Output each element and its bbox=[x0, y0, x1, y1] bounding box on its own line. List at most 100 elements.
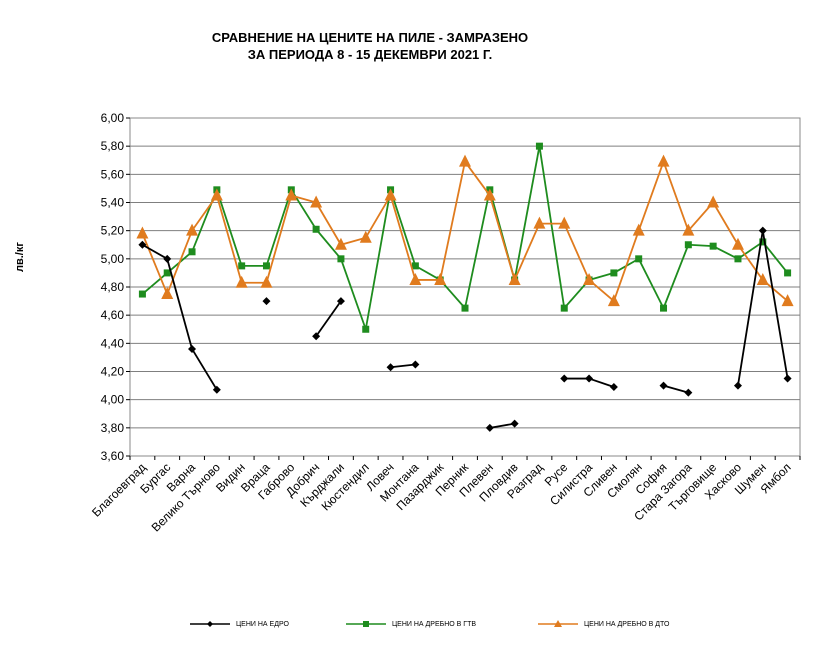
series-line-2 bbox=[637, 161, 665, 231]
series-line-2 bbox=[712, 202, 739, 246]
series-line-2 bbox=[166, 230, 193, 295]
series-line-0 bbox=[588, 377, 615, 388]
series-line-0 bbox=[166, 258, 193, 350]
point-gtv bbox=[684, 241, 692, 249]
point-dto bbox=[136, 226, 149, 239]
point-dto bbox=[781, 294, 794, 307]
point-wholesale bbox=[212, 385, 221, 394]
point-dto bbox=[235, 275, 248, 288]
y-tick-label: 4,60 bbox=[101, 308, 125, 322]
point-wholesale bbox=[659, 381, 668, 390]
point-gtv bbox=[238, 262, 246, 270]
point-gtv bbox=[362, 325, 370, 333]
point-dto bbox=[657, 154, 670, 167]
series-line-1 bbox=[662, 244, 690, 309]
point-gtv bbox=[734, 255, 742, 263]
point-gtv bbox=[560, 304, 568, 312]
point-dto bbox=[558, 216, 571, 229]
point-wholesale bbox=[684, 388, 693, 397]
point-wholesale bbox=[386, 363, 395, 372]
point-dto bbox=[161, 287, 174, 300]
series-line-1 bbox=[364, 189, 392, 330]
point-gtv bbox=[411, 262, 419, 270]
point-gtv bbox=[709, 242, 717, 250]
point-dto bbox=[682, 223, 695, 236]
series-line-1 bbox=[464, 189, 491, 309]
series-line-1 bbox=[688, 243, 714, 248]
legend-item-wholesale: ЦЕНИ НА ЕДРО bbox=[190, 620, 289, 628]
legend-item-dto: ЦЕНИ НА ДРЕБНО В ДТО bbox=[538, 620, 669, 628]
point-gtv bbox=[610, 269, 618, 277]
point-dto bbox=[409, 272, 422, 285]
series-line-2 bbox=[141, 233, 169, 295]
series-line-2 bbox=[662, 161, 690, 231]
point-wholesale bbox=[510, 419, 519, 428]
point-dto bbox=[384, 188, 397, 201]
point-wholesale bbox=[485, 423, 494, 432]
series-line-0 bbox=[390, 363, 416, 369]
series-line-1 bbox=[538, 146, 566, 309]
point-gtv bbox=[635, 255, 643, 263]
point-dto bbox=[359, 230, 372, 243]
point-dto bbox=[533, 216, 546, 229]
series-line-1 bbox=[414, 265, 441, 281]
series-line-2 bbox=[340, 236, 366, 246]
y-tick-label: 5,80 bbox=[101, 139, 125, 153]
legend-gtv-label: ЦЕНИ НА ДРЕБНО В ГТВ bbox=[392, 620, 477, 628]
series-line-2 bbox=[315, 202, 342, 246]
series-line-1 bbox=[513, 146, 541, 281]
legend-dto-label: ЦЕНИ НА ДРЕБНО В ДТО bbox=[584, 620, 670, 628]
point-gtv bbox=[660, 304, 668, 312]
point-gtv bbox=[312, 225, 320, 233]
point-wholesale bbox=[188, 344, 197, 353]
point-wholesale bbox=[336, 297, 345, 306]
legend-wholesale-marker bbox=[190, 621, 230, 627]
legend-gtv-marker bbox=[346, 621, 386, 627]
series-line-2 bbox=[613, 230, 640, 302]
series-line-2 bbox=[215, 195, 243, 284]
series-line-2 bbox=[563, 223, 590, 281]
point-dto bbox=[260, 275, 273, 288]
point-dto bbox=[632, 223, 645, 236]
point-gtv bbox=[759, 238, 767, 246]
chart-title-line1: СРАВНЕНИЕ НА ЦЕНИТЕ НА ПИЛЕ - ЗАМРАЗЕНО bbox=[211, 30, 529, 45]
chart-title-line2: ЗА ПЕРИОДА 8 - 15 ДЕКЕМВРИ 2021 Г. bbox=[247, 47, 493, 62]
point-dto bbox=[459, 154, 471, 167]
point-gtv bbox=[337, 255, 345, 263]
point-wholesale bbox=[609, 382, 618, 391]
series-line-1 bbox=[737, 241, 764, 260]
y-tick-label: 4,00 bbox=[101, 393, 125, 407]
point-dto bbox=[731, 237, 744, 250]
point-gtv bbox=[535, 142, 543, 150]
series-line-2 bbox=[191, 194, 218, 232]
point-gtv bbox=[163, 269, 171, 277]
point-dto bbox=[210, 188, 223, 201]
series-line-1 bbox=[315, 228, 342, 260]
series-line-0 bbox=[737, 230, 764, 386]
series-line-1 bbox=[215, 189, 243, 267]
point-gtv bbox=[784, 269, 792, 277]
series-line-1 bbox=[265, 189, 293, 267]
series-line-0 bbox=[141, 243, 168, 260]
series-line-1 bbox=[141, 272, 168, 295]
point-dto bbox=[334, 237, 347, 250]
series-line-2 bbox=[291, 194, 317, 204]
series-line-1 bbox=[712, 245, 739, 260]
point-dto bbox=[756, 272, 769, 285]
y-tick-label: 4,20 bbox=[101, 365, 125, 379]
point-wholesale bbox=[262, 297, 271, 306]
y-tick-label: 3,80 bbox=[101, 421, 125, 435]
point-wholesale bbox=[758, 226, 767, 235]
y-tick-label: 4,80 bbox=[101, 280, 125, 294]
y-tick-label: 3,60 bbox=[101, 449, 125, 463]
y-tick-label: 5,00 bbox=[101, 252, 125, 266]
series-line-1 bbox=[588, 272, 615, 281]
series-line-1 bbox=[389, 189, 417, 267]
point-dto bbox=[707, 195, 720, 208]
point-dto bbox=[607, 294, 620, 307]
point-wholesale bbox=[312, 332, 321, 341]
point-dto bbox=[583, 272, 596, 285]
y-tick-label: 5,20 bbox=[101, 224, 125, 238]
legend-item-gtv: ЦЕНИ НА ДРЕБНО В ГТВ bbox=[346, 620, 476, 628]
point-wholesale bbox=[163, 254, 172, 263]
